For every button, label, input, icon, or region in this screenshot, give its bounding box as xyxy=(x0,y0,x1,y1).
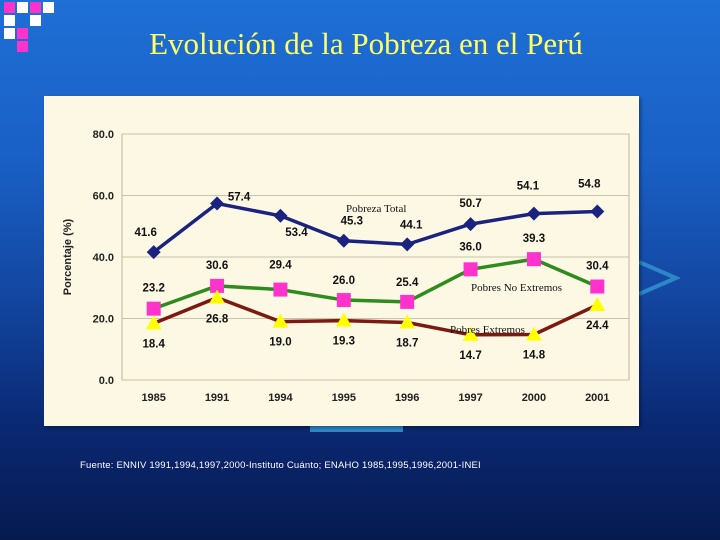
extreme-poverty-data-label: 14.8 xyxy=(523,349,546,361)
total-poverty-point xyxy=(210,196,225,211)
y-tick-label: 60.0 xyxy=(93,191,114,203)
y-tick-label: 80.0 xyxy=(93,129,114,141)
extreme-poverty-point xyxy=(462,326,479,341)
x-tick-label: 2001 xyxy=(585,392,609,404)
non-extreme-poverty-point xyxy=(526,252,541,267)
total-poverty-data-label: 50.7 xyxy=(459,198,481,210)
source-note: Fuente: ENNIV 1991,1994,1997,2000-Instit… xyxy=(80,460,481,471)
series-label-total: Pobreza Total xyxy=(346,203,406,215)
series-label-extremos: Pobres Extremos xyxy=(450,324,525,336)
total-poverty-data-label: 44.1 xyxy=(400,219,423,231)
non-extreme-poverty-data-label: 30.6 xyxy=(206,260,228,272)
x-tick-label: 1985 xyxy=(141,392,165,404)
extreme-poverty-point xyxy=(209,289,226,304)
total-poverty-line xyxy=(152,201,598,254)
deco-square xyxy=(17,28,28,39)
non-extreme-poverty-data-label: 23.2 xyxy=(142,283,164,295)
y-tick-label: 0.0 xyxy=(99,375,114,387)
extreme-poverty-data-label: 14.7 xyxy=(459,350,481,362)
x-tick-label: 2000 xyxy=(522,392,546,404)
non-extreme-poverty-data-label: 29.4 xyxy=(269,260,292,272)
total-poverty-data-label: 54.8 xyxy=(578,178,601,190)
total-poverty-point xyxy=(146,245,161,260)
non-extreme-poverty-data-label: 25.4 xyxy=(396,277,419,289)
non-extreme-poverty-point xyxy=(336,293,351,308)
non-extreme-poverty-point xyxy=(400,294,415,309)
decorative-bar xyxy=(310,424,403,432)
total-poverty-point xyxy=(463,217,478,232)
deco-square xyxy=(17,2,28,13)
non-extreme-poverty-data-label: 39.3 xyxy=(523,233,545,245)
total-poverty-data-label: 45.3 xyxy=(341,216,363,228)
extreme-poverty-line xyxy=(153,295,599,337)
total-poverty-data-label: 57.4 xyxy=(228,191,251,203)
x-tick-label: 1995 xyxy=(332,392,356,404)
y-axis-label: Porcentaje (%) xyxy=(62,218,74,295)
y-tick-label: 20.0 xyxy=(93,314,114,326)
deco-square xyxy=(4,28,15,39)
x-tick-label: 1991 xyxy=(205,392,229,404)
deco-square xyxy=(4,2,15,13)
deco-square xyxy=(30,15,41,26)
total-poverty-point xyxy=(590,204,605,219)
total-poverty-point xyxy=(336,233,351,248)
deco-square xyxy=(17,41,28,52)
chart-panel: 0.0 20.0 40.0 60.0 80.0 Porcentaje (%) 1985 199… xyxy=(44,96,639,426)
non-extreme-poverty-point xyxy=(590,279,605,294)
non-extreme-poverty-data-label: 30.4 xyxy=(586,261,609,273)
x-tick-label: 1997 xyxy=(458,392,482,404)
non-extreme-poverty-point xyxy=(463,262,478,277)
non-extreme-poverty-line xyxy=(153,257,599,311)
total-poverty-data-label: 54.1 xyxy=(517,181,540,193)
extreme-poverty-point xyxy=(589,296,606,311)
non-extreme-poverty-point xyxy=(146,301,161,316)
total-poverty-data-label: 41.6 xyxy=(134,227,156,239)
deco-square xyxy=(30,2,41,13)
extreme-poverty-data-label: 24.4 xyxy=(586,320,609,332)
extreme-poverty-point xyxy=(145,315,162,330)
slide-title: Evolución de la Pobreza en el Perú xyxy=(149,26,583,61)
extreme-poverty-point xyxy=(272,313,289,328)
arrow-icon xyxy=(638,260,680,296)
y-tick-label: 40.0 xyxy=(93,252,114,264)
extreme-poverty-data-label: 19.3 xyxy=(333,336,355,348)
extreme-poverty-point xyxy=(525,326,542,341)
x-tick-label: 1994 xyxy=(268,392,293,404)
total-poverty-point xyxy=(400,237,415,252)
x-tick-label: 1996 xyxy=(395,392,419,404)
extreme-poverty-data-label: 26.8 xyxy=(206,314,229,326)
non-extreme-poverty-point xyxy=(273,282,288,297)
poverty-line-chart: 0.0 20.0 40.0 60.0 80.0 Porcentaje (%) 1985 199… xyxy=(62,129,630,404)
decorative-squares xyxy=(0,0,60,60)
total-poverty-point xyxy=(526,206,541,221)
total-poverty-point xyxy=(273,208,288,223)
non-extreme-poverty-data-label: 36.0 xyxy=(459,241,481,253)
deco-square xyxy=(4,15,15,26)
series-label-no-extremos: Pobres No Extremos xyxy=(471,282,562,294)
total-poverty-data-label: 53.4 xyxy=(285,227,308,239)
non-extreme-poverty-point xyxy=(210,278,225,293)
deco-square xyxy=(43,2,54,13)
extreme-poverty-point xyxy=(335,312,352,327)
extreme-poverty-data-label: 19.0 xyxy=(269,337,291,349)
extreme-poverty-data-label: 18.4 xyxy=(142,338,165,350)
non-extreme-poverty-data-label: 26.0 xyxy=(333,275,355,287)
extreme-poverty-point xyxy=(399,314,416,329)
extreme-poverty-data-label: 18.7 xyxy=(396,337,418,349)
